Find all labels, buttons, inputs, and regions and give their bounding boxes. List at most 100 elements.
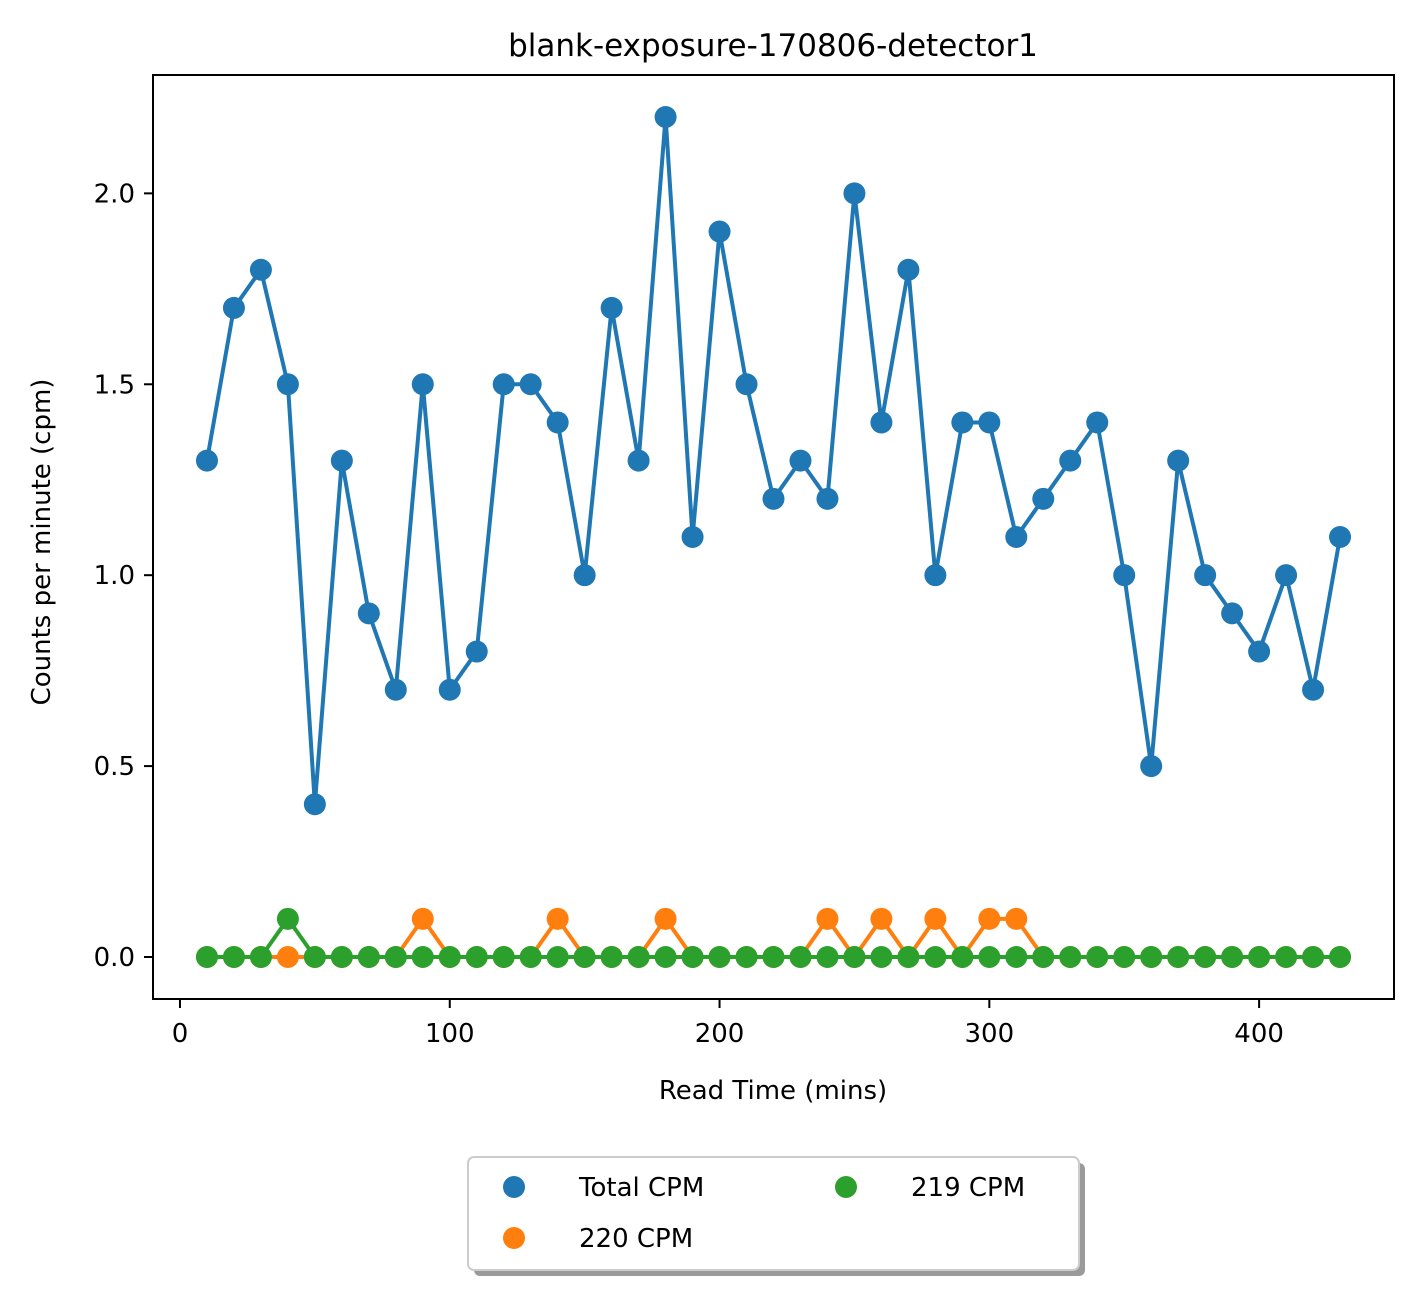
x-axis-label: Read Time (mins): [659, 1076, 887, 1106]
data-point-219-cpm: [924, 946, 947, 968]
x-tick-label: 0: [172, 1019, 189, 1049]
data-point-219-cpm: [735, 946, 758, 968]
data-point-219-cpm: [870, 946, 893, 968]
legend-label-219-cpm: 219 CPM: [911, 1173, 1025, 1203]
data-point-total-cpm: [600, 296, 623, 319]
data-point-total-cpm: [924, 564, 947, 587]
data-point-219-cpm: [897, 946, 920, 968]
data-point-total-cpm: [303, 793, 326, 816]
data-point-total-cpm: [195, 449, 218, 472]
data-point-total-cpm: [1248, 640, 1271, 663]
data-point-total-cpm: [1194, 564, 1217, 587]
data-point-total-cpm: [627, 449, 650, 472]
data-point-219-cpm: [600, 946, 623, 968]
y-tick-label: 2.0: [94, 179, 135, 209]
data-point-219-cpm: [762, 946, 785, 968]
data-point-220-cpm: [978, 907, 1001, 930]
plot-area: [195, 106, 1352, 968]
data-point-219-cpm: [654, 946, 677, 968]
data-point-total-cpm: [330, 449, 353, 472]
data-point-total-cpm: [1113, 564, 1136, 587]
data-point-220-cpm: [276, 946, 299, 968]
chart-title: blank-exposure-170806-detector1: [508, 28, 1038, 64]
data-point-219-cpm: [816, 946, 839, 968]
data-point-total-cpm: [411, 373, 434, 396]
legend-marker-219-cpm: [835, 1176, 857, 1198]
data-point-total-cpm: [546, 411, 569, 434]
series-total-cpm: [195, 106, 1352, 816]
data-point-total-cpm: [1140, 755, 1163, 778]
data-point-total-cpm: [573, 564, 596, 587]
x-tick-label: 200: [695, 1019, 745, 1049]
data-point-total-cpm: [681, 526, 704, 548]
data-point-total-cpm: [708, 220, 731, 243]
data-point-total-cpm: [654, 106, 677, 128]
data-point-219-cpm: [681, 946, 704, 968]
data-point-219-cpm: [1329, 946, 1352, 968]
data-point-219-cpm: [303, 946, 326, 968]
series-219-cpm: [195, 907, 1352, 968]
data-point-219-cpm: [465, 946, 488, 968]
data-point-total-cpm: [1005, 526, 1028, 548]
data-point-total-cpm: [1167, 449, 1190, 472]
data-point-total-cpm: [384, 678, 407, 701]
data-point-219-cpm: [708, 946, 731, 968]
data-point-219-cpm: [519, 946, 542, 968]
data-point-219-cpm: [276, 907, 299, 930]
data-point-219-cpm: [1086, 946, 1109, 968]
data-point-219-cpm: [1248, 946, 1271, 968]
y-axis-label: Counts per minute (cpm): [27, 379, 57, 706]
data-point-total-cpm: [249, 258, 272, 281]
data-point-total-cpm: [735, 373, 758, 396]
data-point-220-cpm: [924, 907, 947, 930]
data-point-219-cpm: [789, 946, 812, 968]
data-point-219-cpm: [1059, 946, 1082, 968]
data-point-219-cpm: [492, 946, 515, 968]
y-tick-label: 0.0: [94, 943, 135, 973]
data-point-total-cpm: [438, 678, 461, 701]
data-point-219-cpm: [1113, 946, 1136, 968]
data-point-total-cpm: [951, 411, 974, 434]
data-point-219-cpm: [357, 946, 380, 968]
plot-frame: [152, 74, 1395, 1000]
data-point-219-cpm: [330, 946, 353, 968]
data-point-220-cpm: [411, 907, 434, 930]
data-point-total-cpm: [843, 182, 866, 205]
data-point-219-cpm: [1167, 946, 1190, 968]
data-point-220-cpm: [654, 907, 677, 930]
data-point-total-cpm: [465, 640, 488, 663]
legend-label-total-cpm: Total CPM: [578, 1173, 704, 1203]
data-point-total-cpm: [1221, 602, 1244, 625]
data-point-219-cpm: [249, 946, 272, 968]
data-point-total-cpm: [762, 487, 785, 510]
legend-label-220-cpm: 220 CPM: [579, 1224, 693, 1254]
data-point-219-cpm: [438, 946, 461, 968]
data-point-total-cpm: [789, 449, 812, 472]
legend-box: [467, 1156, 1080, 1271]
x-tick-label: 400: [1234, 1019, 1284, 1049]
data-point-total-cpm: [519, 373, 542, 396]
data-point-219-cpm: [1275, 946, 1298, 968]
legend-marker-total-cpm: [503, 1176, 525, 1198]
data-point-total-cpm: [222, 296, 245, 319]
data-point-219-cpm: [573, 946, 596, 968]
data-point-219-cpm: [951, 946, 974, 968]
data-point-219-cpm: [1005, 946, 1028, 968]
data-point-total-cpm: [1086, 411, 1109, 434]
data-point-219-cpm: [843, 946, 866, 968]
y-tick-label: 1.0: [94, 561, 135, 591]
data-point-219-cpm: [384, 946, 407, 968]
data-point-220-cpm: [1005, 907, 1028, 930]
data-point-total-cpm: [1032, 487, 1055, 510]
data-point-total-cpm: [816, 487, 839, 510]
legend: Total CPM 220 CPM 219 CPM: [467, 1156, 1085, 1276]
data-point-220-cpm: [546, 907, 569, 930]
data-point-219-cpm: [546, 946, 569, 968]
x-tick-label: 100: [425, 1019, 475, 1049]
data-point-220-cpm: [870, 907, 893, 930]
data-point-219-cpm: [1140, 946, 1163, 968]
data-point-220-cpm: [816, 907, 839, 930]
data-point-219-cpm: [411, 946, 434, 968]
